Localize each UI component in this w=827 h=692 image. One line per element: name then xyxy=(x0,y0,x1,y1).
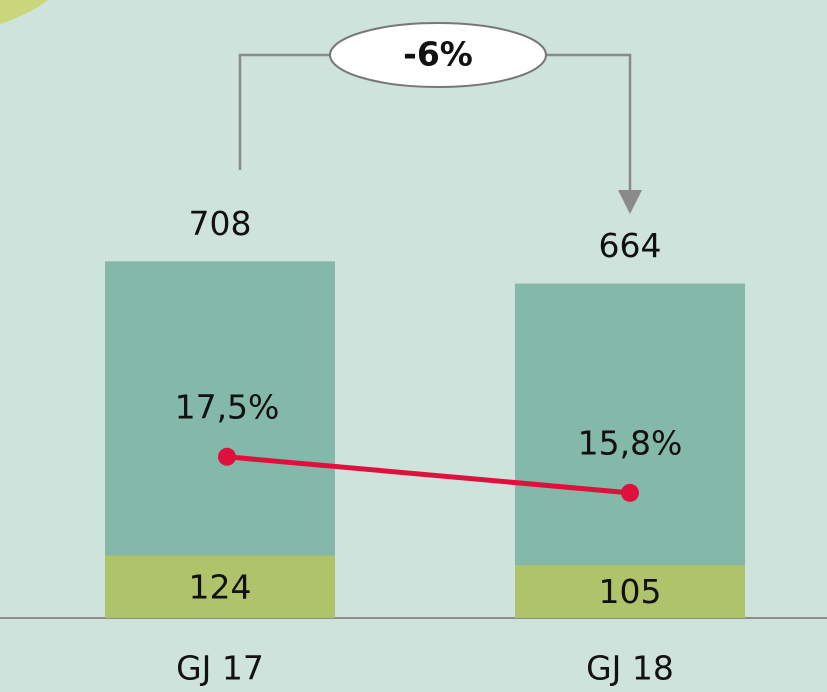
line-point xyxy=(218,448,236,466)
line-point xyxy=(621,484,639,502)
total-label: 664 xyxy=(599,226,662,265)
line-value-label: 15,8% xyxy=(578,423,683,462)
x-tick-label: GJ 17 xyxy=(176,649,264,688)
x-tick-label: GJ 18 xyxy=(586,649,674,688)
segment-label: 124 xyxy=(189,567,252,606)
segment-label: 105 xyxy=(599,572,662,611)
total-label: 708 xyxy=(189,204,252,243)
chart: -6% 708 664 124 105 17,5% 15,8% GJ 17 GJ 18 xyxy=(0,0,827,692)
line-value-label: 17,5% xyxy=(175,387,280,426)
change-label: -6% xyxy=(403,35,473,74)
page: {"chart_data": {"type": "bar", "overlap"… xyxy=(0,0,827,692)
